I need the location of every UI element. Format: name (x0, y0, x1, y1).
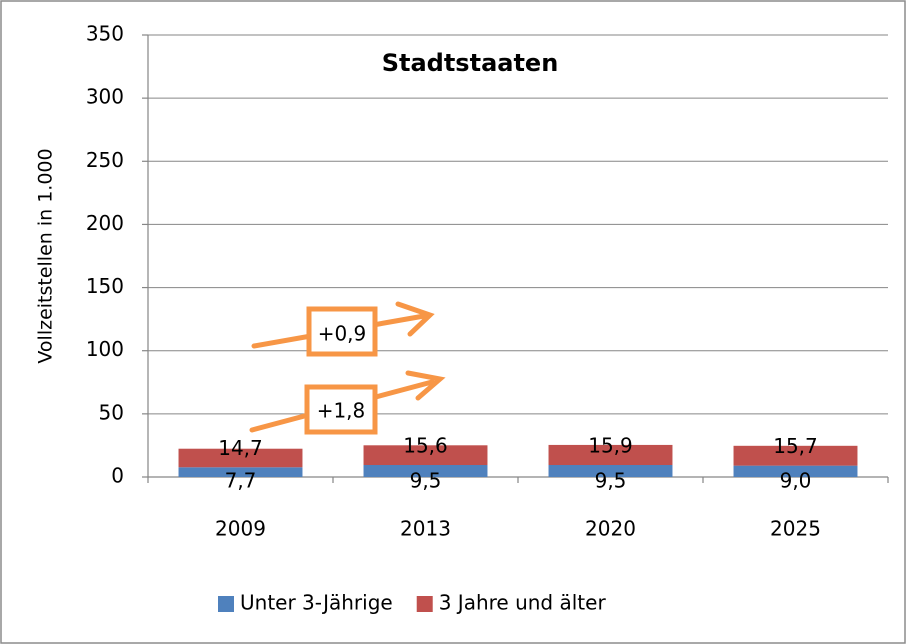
value-label: 15,9 (588, 434, 633, 458)
value-label: 14,7 (218, 436, 263, 460)
y-tick-label: 100 (86, 337, 124, 361)
chart-title: Stadtstaaten (382, 49, 559, 77)
y-tick-label: 350 (86, 22, 124, 46)
y-tick-label: 150 (86, 274, 124, 298)
bar-segment (733, 465, 858, 477)
y-tick-label: 200 (86, 211, 124, 235)
x-tick-label: 2009 (215, 517, 266, 541)
annotation-box (306, 306, 378, 357)
y-tick-label: 250 (86, 148, 124, 172)
bar-segment (363, 445, 488, 466)
value-label: 15,6 (403, 434, 448, 458)
value-label: 7,7 (225, 469, 257, 493)
plot-area: 0 50 100 150 200 250 300 350 2009 7,7 14,7 2013 9,5 1… (86, 22, 889, 615)
annotation: +0,9 (318, 322, 367, 346)
value-label: 15,7 (773, 434, 818, 458)
annotation-box (304, 384, 378, 435)
bar-segment (363, 465, 488, 477)
legend-label: 3 Jahre und älter (439, 591, 607, 615)
legend-swatch (416, 596, 433, 612)
bar-segment (178, 467, 303, 477)
legend-label: Unter 3-Jährige (240, 591, 393, 615)
value-label: 9,5 (410, 469, 442, 493)
y-tick-label: 0 (111, 464, 124, 488)
bar-segment (548, 444, 673, 466)
annotation: +1,8 (317, 399, 366, 423)
y-axis-label: Vollzeitstellen in 1.000 (35, 148, 57, 363)
x-tick-label: 2013 (400, 517, 451, 541)
x-tick-label: 2020 (585, 517, 636, 541)
bar-segment (548, 465, 673, 477)
bar-segment (733, 445, 858, 466)
y-tick-label: 50 (99, 400, 124, 424)
bar-segment (178, 448, 303, 468)
value-label: 9,5 (595, 469, 627, 493)
annotation-arrows (249, 301, 446, 435)
y-tick-label: 300 (86, 85, 124, 109)
value-label: 9,0 (780, 469, 812, 493)
legend-swatch (218, 596, 234, 612)
x-tick-label: 2025 (770, 517, 821, 541)
